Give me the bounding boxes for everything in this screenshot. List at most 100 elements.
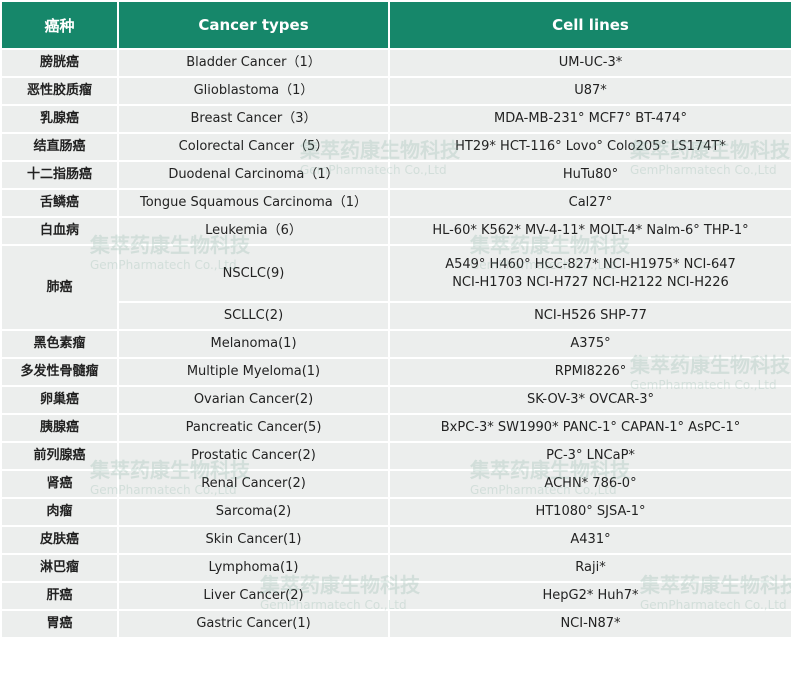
cancer-type: Melanoma(1) (117, 329, 390, 359)
cancer-zh: 恶性胶质瘤 (0, 76, 119, 106)
cancer-zh: 白血病 (0, 216, 119, 246)
cancer-zh: 肝癌 (0, 581, 119, 611)
table-row: 白血病 Leukemia（6） HL-60* K562* MV-4-11* MOLT… (0, 216, 791, 246)
header-cell: Cell lines (388, 0, 791, 50)
cell-lines: ACHN* 786-0° (388, 469, 791, 499)
table-row: 卵巢癌 Ovarian Cancer(2) SK-OV-3* OVCAR-3° (0, 385, 791, 415)
cell-lines: RPMI8226° (388, 357, 791, 387)
table-row: 淋巴瘤 Lymphoma(1) Raji* (0, 553, 791, 583)
cancer-type: Prostatic Cancer(2) (117, 441, 390, 471)
cancer-zh: 乳腺癌 (0, 104, 119, 134)
table-row: 皮肤癌 Skin Cancer(1) A431° (0, 525, 791, 555)
cell-lines: MDA-MB-231° MCF7° BT-474° (388, 104, 791, 134)
cancer-type: Gastric Cancer(1) (117, 609, 390, 639)
cell-lines: Raji* (388, 553, 791, 583)
cell-lines: Cal27° (388, 188, 791, 218)
cancer-type: Skin Cancer(1) (117, 525, 390, 555)
cell-line-text: A375° (570, 336, 611, 351)
cancer-zh: 结直肠癌 (0, 132, 119, 162)
cancer-type: Glioblastoma（1） (117, 76, 390, 106)
table-row: 胃癌 Gastric Cancer(1) NCI-N87* (0, 609, 791, 639)
cell-lines: A431° (388, 525, 791, 555)
cancer-zh: 胃癌 (0, 609, 119, 639)
cancer-type: Bladder Cancer（1） (117, 48, 390, 78)
table-row: 前列腺癌 Prostatic Cancer(2) PC-3° LNCaP* (0, 441, 791, 471)
table-row: 膀胱癌 Bladder Cancer（1） UM-UC-3* (0, 48, 791, 78)
cell-line-text: U87* (574, 83, 607, 98)
cell-lines: HuTu80° (388, 160, 791, 190)
table-row: 肉瘤 Sarcoma(2) HT1080° SJSA-1° (0, 497, 791, 527)
cancer-zh: 膀胱癌 (0, 48, 119, 78)
cell-lines: A549° H460° HCC-827* NCI-H1975* NCI-647 N… (388, 244, 791, 303)
table-row: 胰腺癌 Pancreatic Cancer(5) BxPC-3* SW1990* P… (0, 413, 791, 443)
cell-line-text: HT29* HCT-116° Lovo° Colo205° LS174T* (455, 139, 726, 154)
cell-lines: PC-3° LNCaP* (388, 441, 791, 471)
cancer-type: Breast Cancer（3） (117, 104, 390, 134)
cell-line-text: NCI-H526 SHP-77 (534, 308, 647, 323)
cancer-zh: 前列腺癌 (0, 441, 119, 471)
cell-lines: UM-UC-3* (388, 48, 791, 78)
cell-line-text: A549° H460° HCC-827* NCI-H1975* NCI-647 (445, 256, 736, 272)
cell-line-text: HL-60* K562* MV-4-11* MOLT-4* Nalm-6° TH… (432, 223, 749, 238)
table-row: 肾癌 Renal Cancer(2) ACHN* 786-0° (0, 469, 791, 499)
cell-line-text: HuTu80° (562, 167, 619, 182)
table-row: 十二指肠癌 Duodenal Carcinoma（1） HuTu80° (0, 160, 791, 190)
cancer-type: Ovarian Cancer(2) (117, 385, 390, 415)
cancer-type: Multiple Myeloma(1) (117, 357, 390, 387)
cancer-zh: 胰腺癌 (0, 413, 119, 443)
cancer-type: Pancreatic Cancer(5) (117, 413, 390, 443)
cell-line-text: PC-3° LNCaP* (546, 448, 635, 463)
table-row: 多发性骨髓瘤 Multiple Myeloma(1) RPMI8226° (0, 357, 791, 387)
cell-lines: A375° (388, 329, 791, 359)
table-row: 舌鳞癌 Tongue Squamous Carcinoma（1） Cal27° (0, 188, 791, 218)
cancer-zh: 淋巴瘤 (0, 553, 119, 583)
cell-line-text: Raji* (575, 560, 606, 575)
cell-line-text: HepG2* Huh7* (542, 588, 639, 603)
cell-line-text: UM-UC-3* (558, 55, 623, 70)
cancer-type: Lymphoma(1) (117, 553, 390, 583)
cell-lines: HepG2* Huh7* (388, 581, 791, 611)
cell-line-text: HT1080° SJSA-1° (535, 504, 646, 519)
cell-lines: NCI-H526 SHP-77 (388, 301, 791, 331)
cancer-zh: 肺癌 (0, 244, 119, 331)
cell-line-text: BxPC-3* SW1990* PANC-1° CAPAN-1° AsPC-1° (440, 420, 741, 435)
cancer-zh: 十二指肠癌 (0, 160, 119, 190)
header-cell: Cancer types (117, 0, 390, 50)
table-row: 结直肠癌 Colorectal Cancer（5） HT29* HCT-116° L… (0, 132, 791, 162)
cancer-type: Liver Cancer(2) (117, 581, 390, 611)
cancer-type: NSCLC(9) (117, 244, 390, 303)
cancer-zh: 舌鳞癌 (0, 188, 119, 218)
cell-line-text: MDA-MB-231° MCF7° BT-474° (494, 111, 687, 126)
cell-line-table: 癌种 Cancer types Cell lines 膀胱癌 Bladder Ca… (0, 0, 791, 639)
cancer-zh: 肾癌 (0, 469, 119, 499)
cancer-type: SCLLC(2) (117, 301, 390, 331)
table-row: 肝癌 Liver Cancer(2) HepG2* Huh7* (0, 581, 791, 611)
cell-line-text: Cal27° (568, 195, 613, 210)
cell-lines: BxPC-3* SW1990* PANC-1° CAPAN-1° AsPC-1° (388, 413, 791, 443)
cell-line-text: NCI-H1703 NCI-H727 NCI-H2122 NCI-H226 (452, 274, 729, 290)
cell-lines: HT1080° SJSA-1° (388, 497, 791, 527)
table-row: 肺癌 NSCLC(9) A549° H460° HCC-827* NCI-H1975… (0, 244, 791, 331)
cancer-type: Tongue Squamous Carcinoma（1） (117, 188, 390, 218)
cell-line-text: NCI-N87* (560, 616, 621, 631)
table-row: SCLLC(2) NCI-H526 SHP-77 (1, 301, 791, 331)
cell-lines: HT29* HCT-116° Lovo° Colo205° LS174T* (388, 132, 791, 162)
cell-lines: SK-OV-3* OVCAR-3° (388, 385, 791, 415)
cell-lines: NCI-N87* (388, 609, 791, 639)
cancer-zh: 卵巢癌 (0, 385, 119, 415)
cancer-type: Leukemia（6） (117, 216, 390, 246)
table-row: 恶性胶质瘤 Glioblastoma（1） U87* (0, 76, 791, 106)
cancer-type: Colorectal Cancer（5） (117, 132, 390, 162)
cell-line-text: ACHN* 786-0° (544, 476, 637, 491)
cell-line-text: RPMI8226° (554, 364, 627, 379)
cell-lines: U87* (388, 76, 791, 106)
cancer-zh: 皮肤癌 (0, 525, 119, 555)
table-row: 乳腺癌 Breast Cancer（3） MDA-MB-231° MCF7° BT-… (0, 104, 791, 134)
cancer-zh: 肉瘤 (0, 497, 119, 527)
cell-line-text: A431° (570, 532, 611, 547)
cancer-type: Renal Cancer(2) (117, 469, 390, 499)
cancer-type: Duodenal Carcinoma（1） (117, 160, 390, 190)
table-row: 黑色素瘤 Melanoma(1) A375° (0, 329, 791, 359)
cancer-zh: 黑色素瘤 (0, 329, 119, 359)
